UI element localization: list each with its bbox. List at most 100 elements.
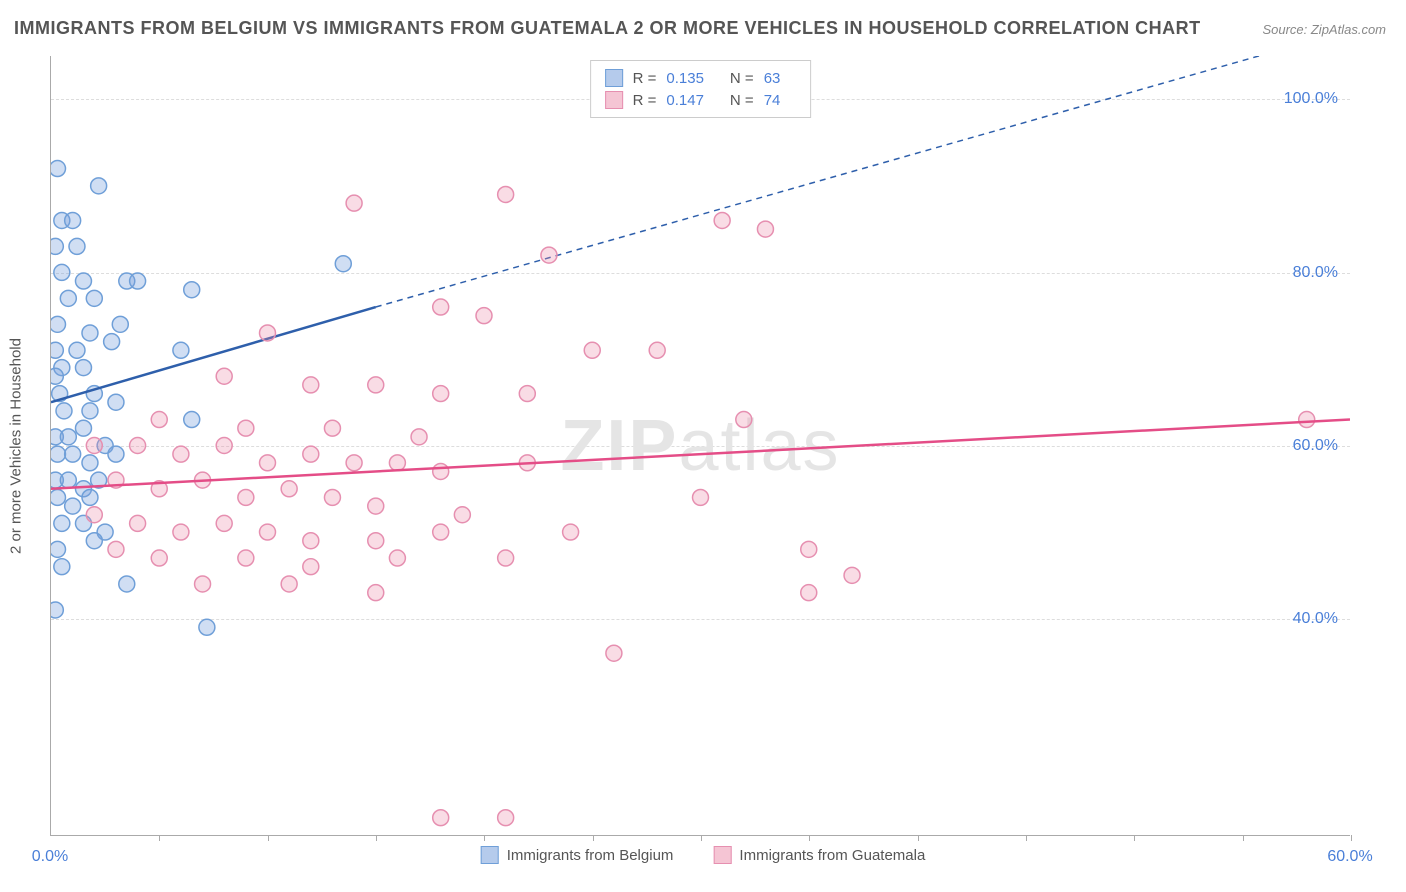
xtick: [809, 835, 810, 841]
data-point: [54, 515, 70, 531]
data-point: [108, 541, 124, 557]
data-point: [757, 221, 773, 237]
data-point: [281, 481, 297, 497]
data-point: [75, 360, 91, 376]
xtick: [1351, 835, 1352, 841]
data-point: [195, 576, 211, 592]
data-point: [324, 420, 340, 436]
data-point: [69, 342, 85, 358]
xtick-label: 0.0%: [32, 848, 68, 866]
data-point: [69, 238, 85, 254]
data-point: [184, 412, 200, 428]
data-point: [151, 412, 167, 428]
xtick: [593, 835, 594, 841]
data-point: [104, 334, 120, 350]
data-point: [563, 524, 579, 540]
xtick: [484, 835, 485, 841]
data-point: [130, 438, 146, 454]
data-point: [75, 420, 91, 436]
data-point: [433, 524, 449, 540]
data-point: [119, 576, 135, 592]
xtick-label: 60.0%: [1327, 848, 1372, 866]
data-point: [541, 247, 557, 263]
trend-line-dashed: [376, 56, 1350, 307]
data-point: [714, 212, 730, 228]
data-point: [199, 619, 215, 635]
source-label: Source: ZipAtlas.com: [1262, 22, 1386, 37]
data-point: [56, 403, 72, 419]
legend-stats-row: R = 0.135 N = 63: [605, 67, 797, 89]
data-point: [498, 810, 514, 826]
legend-item: Immigrants from Guatemala: [713, 846, 925, 864]
data-point: [130, 273, 146, 289]
data-point: [693, 489, 709, 505]
xtick: [268, 835, 269, 841]
n-value-guatemala: 74: [764, 92, 781, 109]
data-point: [51, 342, 63, 358]
data-point: [411, 429, 427, 445]
data-point: [216, 515, 232, 531]
xtick: [376, 835, 377, 841]
data-point: [368, 377, 384, 393]
data-point: [303, 446, 319, 462]
data-point: [54, 559, 70, 575]
xtick: [1026, 835, 1027, 841]
legend-swatch: [481, 846, 499, 864]
legend-swatch-belgium: [605, 69, 623, 87]
data-point: [801, 585, 817, 601]
data-point: [433, 386, 449, 402]
data-point: [454, 507, 470, 523]
xtick: [1243, 835, 1244, 841]
data-point: [91, 178, 107, 194]
data-point: [368, 585, 384, 601]
data-point: [65, 446, 81, 462]
data-point: [238, 420, 254, 436]
data-point: [51, 489, 65, 505]
data-point: [238, 550, 254, 566]
n-label: N =: [730, 70, 754, 87]
data-point: [216, 368, 232, 384]
data-point: [75, 273, 91, 289]
data-point: [519, 386, 535, 402]
legend-label: Immigrants from Guatemala: [739, 847, 925, 864]
legend-swatch-guatemala: [605, 91, 623, 109]
trend-line-solid: [51, 307, 376, 402]
legend-stats-row: R = 0.147 N = 74: [605, 89, 797, 111]
data-point: [82, 489, 98, 505]
data-point: [303, 559, 319, 575]
r-label: R =: [633, 70, 657, 87]
data-point: [51, 316, 65, 332]
data-point: [51, 161, 65, 177]
chart-title: IMMIGRANTS FROM BELGIUM VS IMMIGRANTS FR…: [14, 18, 1201, 39]
xtick: [159, 835, 160, 841]
data-point: [130, 515, 146, 531]
data-point: [498, 186, 514, 202]
data-point: [173, 524, 189, 540]
data-point: [112, 316, 128, 332]
data-point: [51, 446, 65, 462]
data-point: [86, 533, 102, 549]
data-point: [184, 282, 200, 298]
xtick: [918, 835, 919, 841]
data-point: [346, 455, 362, 471]
data-point: [844, 567, 860, 583]
data-point: [389, 455, 405, 471]
data-point: [60, 472, 76, 488]
plot-area: ZIPatlas R = 0.135 N = 63 R = 0.147 N = …: [50, 56, 1350, 836]
legend-label: Immigrants from Belgium: [507, 847, 674, 864]
data-point: [260, 524, 276, 540]
data-point: [216, 438, 232, 454]
data-point: [736, 412, 752, 428]
data-point: [60, 290, 76, 306]
data-point: [335, 256, 351, 272]
r-value-belgium: 0.135: [666, 70, 704, 87]
data-point: [346, 195, 362, 211]
data-point: [584, 342, 600, 358]
data-point: [82, 403, 98, 419]
data-point: [433, 810, 449, 826]
data-point: [238, 489, 254, 505]
data-point: [65, 498, 81, 514]
data-point: [86, 290, 102, 306]
y-axis-label: 2 or more Vehicles in Household: [8, 338, 25, 554]
data-point: [151, 550, 167, 566]
